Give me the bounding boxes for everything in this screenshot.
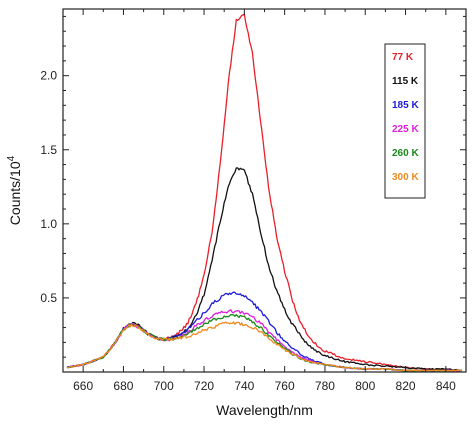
- x-axis: 660 680 700 720 740 760 780 800 820 840: [62, 9, 467, 393]
- legend-entry-115-k: 115 K: [392, 76, 419, 87]
- legend-entry-77-k: 77 K: [392, 52, 414, 63]
- y-tick-label: 0.5: [40, 291, 57, 305]
- x-tick-label: 800: [355, 379, 375, 393]
- legend: 77 K 115 K 185 K 225 K 260 K 300 K: [392, 52, 419, 183]
- x-tick-label: 840: [436, 379, 456, 393]
- series-layer: [66, 13, 463, 372]
- x-tick-label: 760: [275, 379, 295, 393]
- y-tick-label: 2.0: [40, 69, 57, 83]
- legend-entry-260-k: 260 K: [392, 148, 419, 159]
- x-tick-label: 780: [315, 379, 335, 393]
- legend-entry-300-k: 300 K: [392, 172, 419, 183]
- legend-box: [384, 43, 426, 199]
- x-tick-label: 660: [73, 379, 93, 393]
- y-tick-label: 1.0: [40, 217, 57, 231]
- x-tick-label: 740: [234, 379, 254, 393]
- legend-entry-225-k: 225 K: [392, 124, 419, 135]
- x-tick-label: 820: [396, 379, 416, 393]
- y-axis: 0.5 1.0 1.5 2.0: [40, 15, 466, 358]
- x-tick-label: 720: [194, 379, 214, 393]
- x-axis-label: Wavelength/nm: [216, 402, 313, 418]
- x-tick-label: 680: [113, 379, 133, 393]
- x-tick-label: 700: [154, 379, 174, 393]
- y-axis-label: Counts/104: [6, 155, 23, 225]
- series-line-115-k: [66, 167, 463, 372]
- y-tick-label: 1.5: [40, 143, 57, 157]
- legend-entry-185-k: 185 K: [392, 100, 419, 111]
- y-axis-label-exponent: 4: [6, 155, 17, 161]
- y-axis-label-main: Counts/10: [7, 161, 23, 225]
- series-line-300-k: [66, 321, 463, 372]
